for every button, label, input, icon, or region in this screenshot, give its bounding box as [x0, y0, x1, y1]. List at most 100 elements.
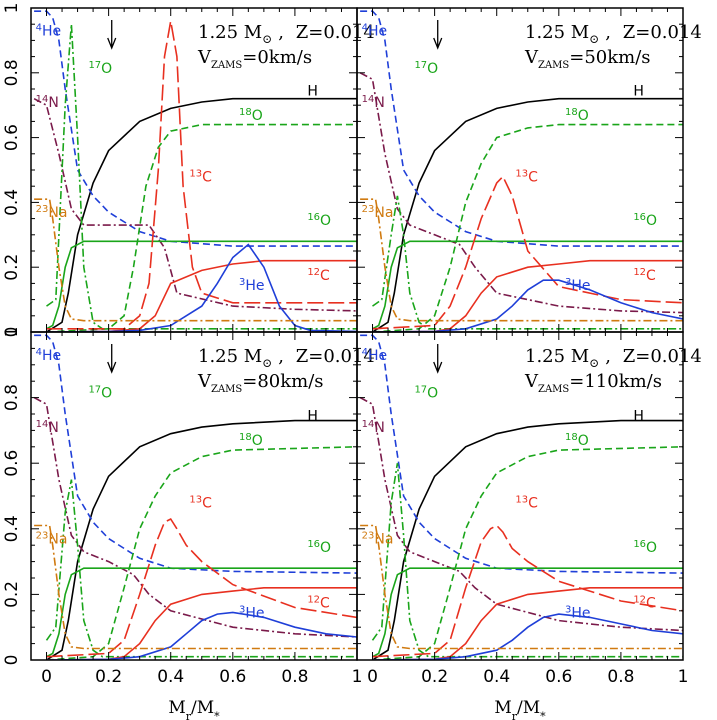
series-line-16O	[372, 567, 683, 658]
arrow-down-icon	[107, 20, 117, 50]
series-line-14N	[359, 72, 683, 314]
series-line-17O	[372, 195, 683, 330]
y-tick-label: 0.4	[2, 515, 22, 542]
series-line-3He	[372, 279, 683, 332]
series-line-18O	[46, 446, 357, 660]
y-tick-label: 0.8	[2, 59, 22, 86]
series-line-3He	[46, 611, 357, 660]
x-tick-label: 0.2	[421, 667, 448, 687]
series-line-3He	[372, 613, 683, 660]
panel-2-mass-label: 1.25 M⊙, Z=0.014	[198, 346, 375, 370]
species-label-14N: 14N	[362, 419, 385, 437]
species-label-3He: 3He	[239, 276, 265, 294]
sun-symbol-icon: ⊙	[589, 32, 599, 46]
x-axis-label: Mr/M*	[168, 698, 220, 720]
arrow-down-icon	[433, 20, 443, 50]
series-line-18O	[46, 123, 357, 332]
panel-2-velocity-label: VZAMS=80km/s	[197, 371, 324, 395]
species-label-13C: 13C	[515, 494, 538, 512]
panel-0-mass-label: 1.25 M⊙, Z=0.014	[198, 22, 375, 46]
panel-0: 1.25 M⊙, Z=0.014 VZAMS=0km/s	[197, 22, 375, 71]
species-label-14N: 14N	[36, 419, 59, 437]
species-label-16O: 16O	[307, 538, 331, 556]
species-label-4He: 4He	[362, 22, 388, 40]
x-tick-label: 0.6	[545, 667, 572, 687]
series-line-16O	[46, 240, 357, 330]
arrow-down-icon	[107, 344, 117, 374]
series-line-H	[372, 97, 683, 332]
sun-symbol-icon: ⊙	[262, 32, 272, 46]
species-label-13C: 13C	[515, 168, 538, 186]
species-label-17O: 17O	[414, 384, 438, 402]
y-tick-label: 0.2	[2, 581, 22, 608]
x-tick-label: 0.6	[219, 667, 246, 687]
panel-3: 1.25 M⊙, Z=0.014 VZAMS=110km/s	[524, 346, 702, 395]
series-line-23Na	[34, 198, 357, 322]
y-tick-label: 0	[2, 655, 22, 666]
series-line-17O	[46, 24, 357, 330]
series-line-23Na	[360, 524, 683, 650]
x-tick-label: 0.4	[157, 667, 184, 687]
series-line-13C	[46, 20, 357, 330]
species-label-3He: 3He	[565, 604, 591, 622]
x-tick-label: 0	[367, 667, 378, 687]
species-label-17O: 17O	[88, 384, 112, 402]
species-label-18O: 18O	[565, 106, 589, 124]
species-label-14N: 14N	[362, 93, 385, 111]
series-line-13C	[46, 517, 357, 658]
x-tick-label: 0.8	[607, 667, 634, 687]
series-line-23Na	[34, 524, 357, 650]
y-tick-label: 0.4	[2, 189, 22, 216]
x-axis-label: Mr/M*	[494, 698, 546, 720]
series-line-17O	[371, 463, 683, 658]
x-tick-label: 0.2	[95, 667, 122, 687]
x-tick-label: 0.8	[281, 667, 308, 687]
species-label-14N: 14N	[36, 93, 59, 111]
series-line-14N	[33, 97, 357, 312]
species-label-H: H	[633, 409, 644, 425]
series-line-16O	[372, 240, 683, 330]
species-label-12C: 12C	[307, 267, 330, 285]
panel-3-plot: H 4He 14N 17O 18O 23Na 13C 16O 3He 12C 0 0.2 0.4 0.6 0…	[356, 331, 688, 720]
series-line-23Na	[360, 198, 683, 322]
series-line-13C	[372, 175, 683, 330]
panel-3-velocity-label: VZAMS=110km/s	[524, 371, 662, 395]
species-label-3He: 3He	[239, 604, 265, 622]
x-tick-label: 0.4	[483, 667, 510, 687]
panel-2: 1.25 M⊙, Z=0.014 VZAMS=80km/s	[197, 346, 375, 395]
series-line-14N	[359, 396, 683, 632]
species-label-18O: 18O	[239, 106, 263, 124]
y-tick-label: 0.6	[2, 450, 22, 477]
panel-0-velocity-label: VZAMS=0km/s	[197, 47, 312, 71]
species-label-13C: 13C	[189, 494, 212, 512]
species-label-18O: 18O	[239, 432, 263, 450]
series-line-18O	[372, 446, 683, 660]
species-label-17O: 17O	[88, 59, 112, 77]
panel-1-velocity-label: VZAMS=50km/s	[524, 47, 651, 71]
series-line-H	[46, 419, 357, 660]
sun-symbol-icon: ⊙	[262, 356, 272, 370]
panel-1: 1.25 M⊙, Z=0.014 VZAMS=50km/s	[524, 22, 702, 71]
plot-layer: H 4He 14N 17O 18O 23Na 13C 16O 3He 12C 0 0.2 0.4 0.6 0…	[2, 3, 688, 720]
species-label-12C: 12C	[633, 594, 656, 612]
y-tick-label: 0.6	[2, 124, 22, 151]
y-tick-label: 0.2	[2, 254, 22, 281]
species-label-17O: 17O	[414, 59, 438, 77]
sun-symbol-icon: ⊙	[589, 356, 599, 370]
x-tick-label: 0	[41, 667, 52, 687]
series-line-17O	[45, 479, 357, 658]
series-line-H	[372, 419, 683, 660]
panel-1-mass-label: 1.25 M⊙, Z=0.014	[525, 22, 702, 46]
y-tick-label: 0	[2, 327, 22, 338]
panel-2-plot: H 4He 14N 17O 18O 23Na 13C 16O 3He 12C 0 0.2 0.4 0.6 0…	[2, 327, 362, 720]
series-line-H	[46, 97, 357, 332]
species-label-16O: 16O	[307, 212, 331, 230]
y-tick-label: 0.8	[2, 384, 22, 411]
species-label-12C: 12C	[307, 594, 330, 612]
species-label-3He: 3He	[565, 276, 591, 294]
x-tick-label: 1	[352, 667, 363, 687]
species-label-4He: 4He	[36, 346, 62, 364]
arrow-down-icon	[433, 344, 443, 374]
species-label-23Na: 23Na	[362, 530, 394, 548]
